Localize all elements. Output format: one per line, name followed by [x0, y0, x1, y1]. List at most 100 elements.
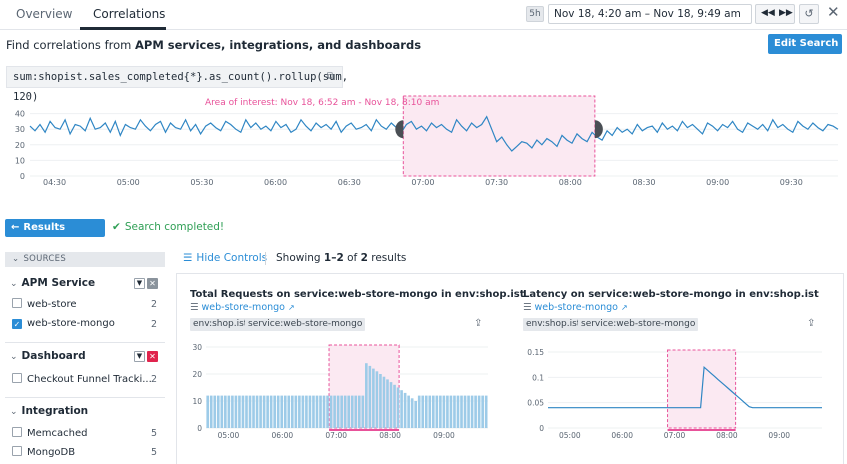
results-summary-button[interactable]: ← Results Summary	[5, 219, 105, 251]
bar	[343, 395, 347, 428]
tag-env[interactable]: env:shop.ist	[190, 318, 251, 331]
bar	[255, 395, 259, 428]
aoi-left-handle[interactable]	[395, 120, 404, 139]
checkbox[interactable]	[12, 427, 22, 437]
y-tick-label: 20	[15, 141, 25, 150]
bar	[372, 368, 375, 428]
bar	[234, 395, 238, 428]
y-tick-label: 10	[15, 156, 25, 165]
sources-header[interactable]: ⌄ SOURCES	[5, 252, 165, 267]
bar	[393, 384, 396, 428]
clear-facet-icon[interactable]: ✕	[147, 351, 158, 362]
bar	[379, 374, 382, 428]
bar	[283, 395, 287, 428]
hide-controls-button[interactable]: ☰ Hide Controls	[183, 252, 267, 264]
share-icon[interactable]: ⇪	[807, 318, 816, 329]
double-chevron-left-icon[interactable]: ◀◀	[761, 8, 775, 18]
facet-group-apm-service[interactable]: ⌄ APM Service	[10, 277, 95, 289]
chevron-down-icon: ⌄	[10, 407, 18, 417]
series-line	[29, 115, 839, 152]
y-tick-label: 0	[20, 172, 25, 181]
bar	[280, 395, 284, 428]
facet-item-mongodb[interactable]: MongoDB	[12, 446, 75, 458]
aoi-right-handle[interactable]	[594, 120, 603, 139]
checkbox[interactable]	[12, 446, 22, 456]
results-count-mid: of	[343, 252, 361, 264]
sources-header-label: SOURCES	[23, 254, 67, 264]
service-link[interactable]: ☰ web-store-mongo ↗	[190, 302, 295, 313]
tag-service[interactable]: service:web-store-mongo	[578, 318, 699, 331]
card-title: Latency on service:web-store-mongo in en…	[523, 289, 819, 300]
time-span-badge[interactable]: 5h	[526, 6, 544, 22]
bar	[477, 395, 481, 428]
results-count-suffix: results	[367, 252, 407, 264]
undo-icon[interactable]: ↺	[799, 4, 819, 24]
chevron-down-icon: ⌄	[12, 254, 20, 264]
bar	[259, 395, 262, 428]
bar	[368, 365, 372, 428]
x-tick-label: 09:00	[433, 431, 455, 440]
bar	[291, 395, 294, 428]
bar	[382, 376, 386, 428]
search-status: ✔ Search completed!	[112, 221, 224, 233]
edit-search-button[interactable]: Edit Search ✎	[768, 34, 842, 69]
double-chevron-right-icon[interactable]: ▶▶	[779, 8, 793, 18]
bar	[350, 395, 354, 428]
facet-group-dashboard[interactable]: ⌄ Dashboard	[10, 350, 86, 362]
time-range-input[interactable]: Nov 18, 4:20 am – Nov 18, 9:49 am	[548, 4, 752, 24]
bar	[248, 395, 252, 428]
checkbox[interactable]	[12, 298, 22, 308]
bar	[484, 395, 488, 428]
bar	[463, 395, 467, 428]
latency-chart[interactable]: 0 0.05 0.1 0.15 05:00 06:00 07:00 08:00 09:00	[520, 340, 830, 445]
filter-icon[interactable]: ▼	[134, 351, 145, 362]
query-text: sum:shopist.sales_completed{*}.as_count(…	[13, 71, 349, 103]
hide-controls-label: Hide Controls	[196, 252, 268, 264]
facet-count: 2	[151, 374, 158, 385]
bar	[386, 379, 389, 428]
x-tick-label: 07:00	[664, 431, 686, 440]
close-icon[interactable]: ✕	[827, 3, 840, 21]
checkbox[interactable]	[12, 373, 22, 383]
divider	[5, 397, 165, 398]
filter-icon[interactable]: ▼	[134, 278, 145, 289]
facet-item-web-store-mongo[interactable]: ✓ web-store-mongo	[12, 318, 115, 329]
x-tick-label: 06:00	[272, 431, 294, 440]
tab-overview[interactable]: Overview	[16, 7, 73, 21]
facet-item-web-store[interactable]: web-store	[12, 298, 77, 310]
x-tick-label: 09:00	[706, 178, 729, 187]
y-tick-label: 0	[539, 424, 544, 433]
facet-count: 2	[151, 299, 158, 310]
share-icon[interactable]: ⇪	[474, 318, 483, 329]
bar	[319, 395, 322, 428]
bar	[400, 390, 403, 428]
y-tick-label: 40	[15, 110, 25, 119]
bar	[403, 392, 407, 428]
facet-count: 5	[151, 428, 158, 439]
service-link[interactable]: ☰ web-store-mongo ↗	[523, 302, 628, 313]
copy-icon[interactable]: ⧉	[326, 71, 334, 82]
total-requests-chart[interactable]: 0 10 20 30 05:00 06:00 07:00 08:00 09:00	[188, 340, 493, 445]
facet-item-label: web-store-mongo	[27, 318, 115, 329]
clear-facet-icon[interactable]: ✕	[147, 278, 158, 289]
main-timeseries-chart[interactable]: Area of interest: Nov 18, 6:52 am - Nov …	[0, 92, 847, 192]
bar	[446, 395, 449, 428]
facet-group-integration[interactable]: ⌄ Integration	[10, 405, 88, 417]
facet-item-label: Memcached	[27, 428, 88, 439]
divider	[265, 252, 266, 265]
bar	[326, 395, 329, 428]
bar	[329, 395, 333, 428]
bar	[460, 395, 463, 428]
checkmark-icon: ✔	[112, 221, 121, 233]
bar	[442, 395, 446, 428]
checkbox-checked[interactable]: ✓	[12, 319, 22, 329]
bar	[322, 395, 326, 428]
tab-correlations[interactable]: Correlations	[93, 7, 166, 21]
area-of-interest-region[interactable]	[402, 95, 596, 177]
tag-service[interactable]: service:web-store-mongo	[245, 318, 366, 331]
bar	[216, 395, 220, 428]
tag-env[interactable]: env:shop.ist	[523, 318, 584, 331]
facet-item-checkout-funnel[interactable]: Checkout Funnel Tracki...	[12, 373, 152, 385]
facet-item-label: web-store	[27, 299, 77, 310]
facet-item-memcached[interactable]: Memcached	[12, 427, 87, 439]
